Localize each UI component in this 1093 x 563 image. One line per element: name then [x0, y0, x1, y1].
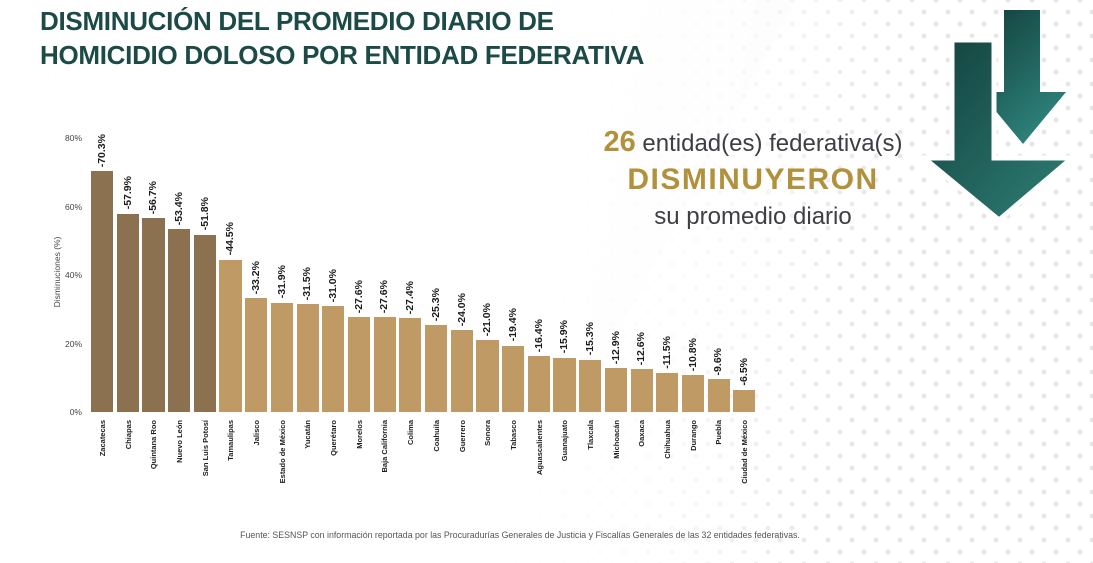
bar-value-label: -27.6%	[378, 280, 391, 314]
bar	[142, 217, 165, 412]
bar	[604, 367, 628, 412]
bar-value-label: -51.8%	[198, 197, 211, 231]
bar-value-label: -11.5%	[661, 335, 674, 369]
x-category-label: Querétaro	[329, 420, 339, 456]
x-category-label: Chiapas	[123, 420, 133, 450]
bar-value-label: -70.3%	[95, 133, 108, 168]
bar	[707, 379, 730, 412]
bar	[656, 372, 679, 412]
double-down-arrow-icon	[922, 10, 1079, 224]
x-category-label: Ciudad de México	[740, 420, 750, 484]
x-category-label: Tabasco	[508, 420, 518, 450]
small-down-arrow-shape	[980, 10, 1066, 144]
bar	[322, 305, 345, 412]
bar	[553, 357, 576, 412]
bar-value-label: -21.0%	[481, 302, 494, 337]
bar-value-label: -24.0%	[455, 292, 468, 326]
bar	[193, 234, 216, 412]
x-category-label: Baja California	[380, 420, 390, 473]
x-category-label: Tamaulipas	[226, 420, 236, 461]
bar-value-label: -15.3%	[584, 322, 596, 356]
bar	[630, 368, 653, 412]
x-category-label: Chihuahua	[663, 420, 673, 459]
bar-value-label: -27.6%	[352, 280, 365, 314]
callout-block: 26 entidad(es) federativa(s) DISMINUYERO…	[580, 126, 926, 230]
x-category-label: Oaxaca	[637, 420, 647, 447]
x-category-label: Guanajuato	[560, 420, 570, 462]
x-category-label: Jalisco	[252, 420, 261, 446]
x-category-label: Sonora	[483, 420, 493, 446]
bar-value-label: -53.4%	[172, 191, 185, 226]
bar	[425, 325, 448, 412]
bar-value-label: -10.8%	[686, 337, 699, 372]
y-tick-label: 20%	[64, 338, 82, 349]
bar-value-label: -31.0%	[327, 268, 340, 302]
bar	[91, 171, 114, 412]
bar-value-label: -19.4%	[506, 308, 519, 342]
bar-value-label: -25.3%	[429, 288, 442, 322]
x-category-label: Guerrero	[457, 420, 467, 453]
y-tick-label: 40%	[64, 270, 82, 280]
bar	[347, 317, 371, 412]
bar	[399, 318, 422, 412]
callout-tail: su promedio diario	[654, 202, 852, 230]
page-title: DISMINUCIÓN DEL PROMEDIO DIARIO DE HOMIC…	[40, 4, 840, 73]
page-title-line1: DISMINUCIÓN DEL PROMEDIO DIARIO DE	[40, 6, 554, 36]
x-category-label: Puebla	[714, 420, 724, 445]
x-category-label: San Luis Potosí	[200, 420, 210, 477]
y-tick-label: 60%	[64, 201, 82, 212]
x-category-label: Tlaxcala	[586, 420, 595, 450]
bar-value-label: -44.5%	[224, 222, 237, 256]
x-category-label: Yucatán	[303, 420, 313, 449]
bar	[219, 259, 242, 412]
bar-value-label: -9.6%	[712, 347, 725, 376]
bar-value-label: -15.9%	[558, 320, 571, 354]
plot-area: 0% 20% 40% 60% 80% -70.3% Zacatecas -57.9% Chiap…	[65, 133, 758, 484]
x-category-label: Aguascalientes	[534, 420, 544, 476]
x-category-label: Quintana Roo	[149, 420, 159, 470]
bar	[296, 304, 319, 412]
bar	[373, 317, 396, 412]
big-down-arrow-shape	[922, 37, 1079, 224]
x-category-label: Coahuila	[431, 420, 441, 452]
source-footnote: Fuente: SESNSP con información reportada…	[240, 530, 800, 540]
y-tick-label: 80%	[64, 133, 82, 143]
bar	[245, 298, 268, 412]
x-category-label: Zacatecas	[97, 420, 107, 457]
callout-count-text: entidad(es) federativa(s)	[635, 130, 903, 157]
bar-value-label: -12.6%	[635, 331, 648, 365]
bar-value-label: -12.9%	[609, 330, 622, 364]
callout-emphasis: DISMINUYERON	[627, 163, 879, 197]
bar-value-label: -56.7%	[147, 180, 160, 214]
bar	[270, 302, 294, 412]
bar	[733, 389, 756, 412]
x-category-label: Durango	[688, 420, 698, 451]
bar	[527, 355, 550, 412]
x-category-label: Morelos	[354, 420, 364, 449]
x-category-label: Michoacán	[611, 420, 621, 459]
y-tick-label: 0%	[69, 407, 82, 417]
bar-value-label: -16.4%	[532, 318, 545, 352]
bar-value-label: -31.5%	[301, 266, 314, 301]
bar	[502, 345, 525, 412]
x-category-label: Colima	[406, 420, 416, 446]
bar-value-label: -57.9%	[121, 176, 134, 210]
x-category-label: Estado de México	[277, 420, 287, 484]
bar-value-label: -33.2%	[250, 261, 262, 295]
page-title-line2: HOMICIDIO DOLOSO POR ENTIDAD FEDERATIVA	[40, 40, 645, 71]
bar	[116, 213, 139, 412]
bar	[450, 329, 473, 412]
bar	[579, 359, 602, 412]
bar-value-label: -31.9%	[275, 265, 288, 299]
bar	[681, 375, 705, 412]
bar-value-label: -6.5%	[738, 358, 751, 386]
bar-value-label: -27.4%	[404, 280, 417, 315]
callout-count-line: 26 entidad(es) federativa(s)	[580, 126, 926, 159]
bar	[168, 229, 191, 412]
bar	[476, 340, 499, 412]
callout-count: 26	[603, 126, 636, 158]
x-category-label: Nuevo León	[174, 420, 184, 463]
